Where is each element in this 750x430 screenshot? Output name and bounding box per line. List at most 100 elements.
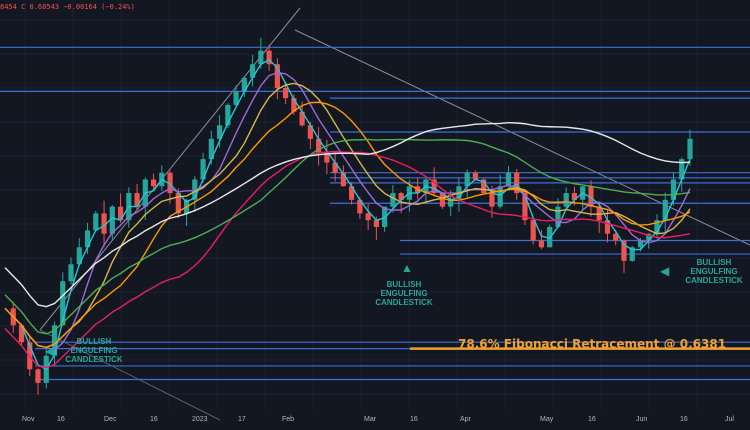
candle-body [464, 172, 470, 187]
candle-body [134, 193, 140, 207]
candle-body [670, 179, 677, 200]
candle-body [431, 179, 437, 194]
candle-body [588, 186, 594, 207]
x-tick-label: 16 [588, 416, 596, 423]
candle-body [679, 159, 685, 180]
x-tick-label: Feb [282, 416, 295, 423]
candle-body [200, 159, 206, 180]
candle-body [258, 50, 264, 65]
x-tick-label: Dec [104, 416, 117, 423]
x-tick-label: Apr [460, 416, 471, 423]
ma-green-line [4, 138, 691, 335]
candle-body [439, 193, 446, 207]
candle-body [646, 233, 652, 241]
x-tick-label: May [540, 416, 554, 423]
candle-body [291, 98, 297, 112]
candle-body [505, 172, 512, 187]
candle-body [93, 213, 99, 231]
candle-body [481, 179, 487, 194]
annotation-right: BULLISH ENGULFING CANDLESTICK [685, 258, 743, 285]
arrow-up-icon: ▲ [401, 261, 413, 275]
candle-body [382, 206, 388, 227]
candle-body [167, 172, 173, 194]
candle-body [225, 104, 231, 126]
ma-white-line [4, 121, 691, 308]
candle-body [530, 220, 536, 241]
candle-body [208, 138, 214, 160]
candle-body [390, 193, 396, 207]
trendline [294, 29, 750, 246]
candle-body [613, 233, 619, 241]
candle-body [514, 172, 520, 194]
candle-body [76, 247, 82, 265]
x-tick-label: 17 [238, 416, 246, 423]
candle-body [274, 64, 280, 88]
candle-body [340, 172, 346, 187]
candle-body [654, 220, 660, 234]
candle-body [497, 186, 503, 207]
candle-body [522, 193, 528, 221]
candle-body [241, 77, 247, 92]
ma-purple-line [4, 71, 691, 351]
ma-pink-line [4, 150, 691, 369]
arrow-left-icon: ◀ [660, 264, 670, 278]
candle-body [324, 152, 330, 163]
candle-body [101, 213, 107, 234]
trendline [39, 329, 221, 421]
candle-body [51, 325, 58, 356]
candle-body [68, 264, 74, 282]
candle-body [357, 199, 363, 214]
candle-body [621, 240, 627, 261]
x-tick-label: Nov [22, 416, 35, 423]
candle-body [216, 125, 223, 139]
ma-orange-line [4, 101, 691, 349]
ohlc-readout: 8454 C 0.68543 −0.00164 (−0.24%) [0, 3, 135, 11]
x-tick-label: Jul [725, 416, 734, 423]
x-tick-label: 16 [57, 416, 65, 423]
candle-body [175, 193, 181, 214]
candle-body [266, 50, 272, 65]
candle-body [35, 369, 41, 383]
candle-body [109, 206, 115, 234]
x-tick-label: 16 [150, 416, 158, 423]
candle-body [637, 240, 644, 248]
candle-body [150, 179, 157, 187]
candle-body [299, 111, 305, 126]
candle-body [448, 199, 454, 207]
candle-body [316, 138, 322, 153]
candle-body [555, 206, 561, 227]
candle-body [571, 193, 578, 200]
candle-body [365, 213, 371, 221]
annotation-left: BULLISH ENGULFING CANDLESTICK [65, 337, 123, 364]
candle-body [373, 220, 379, 227]
ma-cyan-line [4, 58, 691, 371]
candle-body [332, 162, 338, 173]
candle-body [349, 186, 355, 200]
x-tick-label: 2023 [192, 416, 208, 423]
candle-body [307, 125, 313, 139]
candle-body [538, 240, 545, 248]
candle-body [489, 193, 495, 207]
candle-body [249, 64, 256, 78]
candle-body [84, 230, 91, 248]
candle-body [192, 179, 198, 200]
candle-body [283, 87, 289, 99]
candle-body [60, 281, 66, 326]
candle-body [472, 172, 479, 180]
candle-body [18, 325, 25, 343]
x-tick-label: 16 [410, 416, 418, 423]
candle-body [687, 138, 693, 160]
candle-body [398, 193, 404, 200]
annotation-middle: BULLISH ENGULFING CANDLESTICK [375, 280, 433, 307]
x-tick-label: Mar [364, 416, 377, 423]
candle-body [662, 199, 668, 221]
fib-label: 78.6% Fibonacci Retracement @ 0.6381 [458, 337, 727, 351]
candle-body [563, 193, 569, 207]
candle-body [117, 206, 124, 221]
ma-yellow-line [4, 82, 691, 349]
candle-body [604, 220, 611, 234]
candle-body [629, 247, 635, 261]
candle-body [596, 206, 602, 221]
